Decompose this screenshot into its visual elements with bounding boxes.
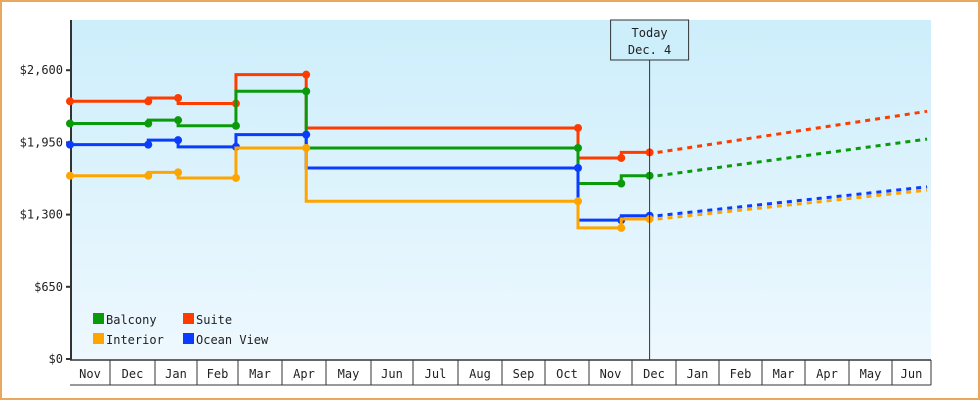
x-axis: Nov Dec Jan Feb Mar Apr May Jun Jul Aug Sep Oct Nov D… xyxy=(70,359,932,386)
legend-label: Balcony xyxy=(106,313,157,327)
data-point xyxy=(302,143,311,152)
today-label: Today xyxy=(632,26,668,40)
data-point xyxy=(574,163,582,172)
x-tick-label: Dec xyxy=(122,367,144,381)
x-tick-label: Mar xyxy=(773,367,795,381)
x-tick-label: Sep xyxy=(513,367,535,381)
data-point xyxy=(574,143,582,152)
y-tick-label: $2,600 xyxy=(20,63,63,77)
x-tick-label: Jul xyxy=(425,367,447,381)
x-tick-label: Dec xyxy=(643,367,665,381)
today-marker: Today Dec. 4 xyxy=(610,19,690,360)
data-point xyxy=(574,123,582,132)
series-line-balcony xyxy=(70,89,650,185)
data-point xyxy=(174,136,183,145)
y-axis: $0 $650 $1,300 $1,950 $2,600 xyxy=(20,20,72,366)
x-tick-label: Feb xyxy=(730,367,752,381)
legend-swatch xyxy=(183,333,194,344)
x-tick-label: May xyxy=(338,367,360,381)
legend-label: Ocean View xyxy=(196,333,269,347)
y-tick-label: $1,950 xyxy=(20,135,63,149)
y-tick-label: $1,300 xyxy=(20,208,63,222)
legend-label: Suite xyxy=(196,313,232,327)
x-tick-label: Jun xyxy=(381,367,403,381)
data-point xyxy=(302,87,311,96)
x-tick-label: May xyxy=(860,367,882,381)
series-line-interior xyxy=(70,146,650,230)
data-point xyxy=(231,121,240,130)
x-tick-label: Jun xyxy=(901,367,923,381)
x-tick-label: Nov xyxy=(600,367,622,381)
data-point xyxy=(144,97,153,106)
legend: Balcony Suite Interior Ocean View xyxy=(93,313,269,347)
x-tick-label: Apr xyxy=(293,367,315,381)
series-line-suite xyxy=(70,73,650,160)
today-date: Dec. 4 xyxy=(628,43,671,57)
legend-swatch xyxy=(93,313,104,324)
series-line-ocean-view xyxy=(70,133,650,222)
data-point xyxy=(144,119,153,128)
data-point xyxy=(174,168,183,177)
data-point xyxy=(231,173,240,182)
data-point xyxy=(302,130,311,139)
data-point xyxy=(66,97,74,106)
x-tick-label: Jan xyxy=(687,367,709,381)
data-point xyxy=(66,119,74,128)
x-tick-label: Nov xyxy=(79,367,101,381)
data-point xyxy=(302,70,311,79)
data-point xyxy=(144,140,153,149)
x-tick-label: Mar xyxy=(249,367,271,381)
data-point xyxy=(144,171,153,180)
data-point xyxy=(617,153,626,162)
plot-area xyxy=(71,20,931,359)
data-point xyxy=(617,179,626,188)
x-tick-label: Oct xyxy=(556,367,578,381)
data-point xyxy=(574,197,582,206)
legend-swatch xyxy=(93,333,104,344)
data-point xyxy=(174,93,183,102)
x-tick-label: Apr xyxy=(816,367,838,381)
data-point xyxy=(66,171,74,180)
y-tick-label: $650 xyxy=(34,280,63,294)
data-point xyxy=(66,140,74,149)
data-point xyxy=(617,223,626,232)
x-tick-label: Feb xyxy=(207,367,229,381)
x-tick-label: Jan xyxy=(165,367,187,381)
legend-swatch xyxy=(183,313,194,324)
data-point xyxy=(174,116,183,125)
y-tick-label: $0 xyxy=(49,352,63,366)
legend-label: Interior xyxy=(106,333,164,347)
series-lines xyxy=(66,70,928,232)
x-tick-label: Aug xyxy=(469,367,491,381)
